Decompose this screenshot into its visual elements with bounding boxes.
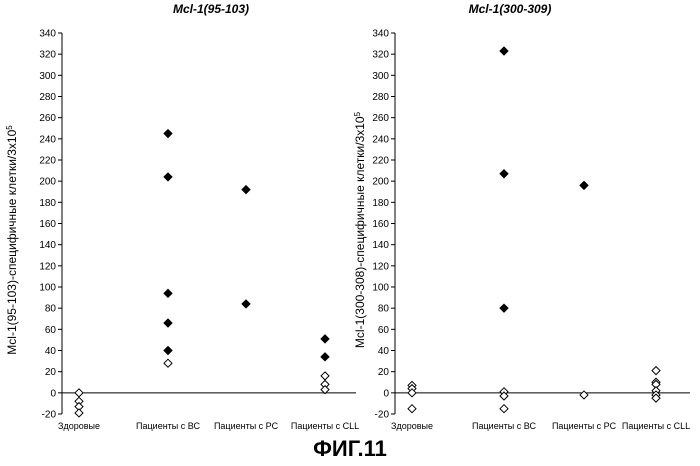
chart-panel-1: Mcl-1(95-103) -20 0 20 40 60 80 100 120 140 160 180… <box>5 2 360 431</box>
data-point <box>499 169 509 179</box>
y-tick-label: 60 <box>45 325 57 336</box>
data-point <box>320 334 330 344</box>
y-tick-label: 220 <box>372 156 389 167</box>
y-tick-label: 180 <box>39 198 56 209</box>
y-tick-label: -20 <box>375 410 390 421</box>
data-point <box>579 180 589 191</box>
y-tick-label: 340 <box>372 29 389 40</box>
y-tick-label: 240 <box>372 134 389 145</box>
data-point <box>241 184 251 195</box>
y-axis-label-superscript: 5 <box>5 125 14 130</box>
data-point <box>74 388 84 398</box>
y-tick-label: 120 <box>372 261 389 272</box>
y-tick-label: 320 <box>372 50 389 61</box>
y-tick-label: 0 <box>50 388 56 399</box>
y-tick-label: 220 <box>39 156 56 167</box>
y-tick-label: 260 <box>39 113 56 124</box>
y-tick-label: 240 <box>39 134 56 145</box>
y-tick-label: 200 <box>372 177 389 188</box>
data-point <box>407 404 417 414</box>
y-tick-label: 60 <box>378 325 390 336</box>
x-category-label: Пациенты с CLL <box>622 421 690 431</box>
x-category-label: Пациенты с РС <box>552 421 617 431</box>
data-point <box>651 393 661 403</box>
data-point <box>499 391 509 401</box>
y-tick-label: 320 <box>39 50 56 61</box>
data-point <box>74 408 84 418</box>
y-tick-label: 300 <box>39 71 56 82</box>
data-point <box>320 371 330 381</box>
chart-title: Mcl-1(300-309) <box>469 2 552 16</box>
data-point <box>241 299 251 309</box>
y-tick-label: 300 <box>372 71 389 82</box>
data-point <box>407 388 417 398</box>
data-point <box>163 288 173 299</box>
y-tick-label: 260 <box>372 113 389 124</box>
y-tick-label: 120 <box>39 261 56 272</box>
data-point <box>163 128 173 139</box>
y-tick-label: 40 <box>45 346 57 357</box>
y-tick-label: -20 <box>42 410 57 421</box>
y-tick-label: 140 <box>39 240 56 251</box>
x-category-label: Пациенты с ВС <box>472 421 536 431</box>
data-point <box>651 365 661 376</box>
chart-panel-2: Mcl-1(300-309) -20 0 20 40 60 80 100 120 140 160 18… <box>353 2 691 431</box>
y-tick-label: 40 <box>378 346 390 357</box>
figure-caption: ФИГ.11 <box>313 436 387 461</box>
y-axis-label: Mcl-1(300-308)-специфичные клетки/3x105 <box>353 111 368 348</box>
y-tick-label: 280 <box>39 92 56 103</box>
x-category-label: Пациенты с CLL <box>291 421 359 431</box>
y-tick-label: 20 <box>378 367 390 378</box>
chart-title: Mcl-1(95-103) <box>173 2 249 16</box>
data-point <box>320 384 330 395</box>
y-tick-label: 160 <box>372 219 389 230</box>
data-point <box>163 172 173 182</box>
data-point <box>163 358 173 368</box>
y-tick-label: 0 <box>383 388 389 399</box>
y-tick-label: 180 <box>372 198 389 209</box>
x-category-label: Здоровые <box>58 421 100 431</box>
y-tick-label: 160 <box>39 219 56 230</box>
y-tick-label: 80 <box>45 304 57 315</box>
y-tick-label: 80 <box>378 304 390 315</box>
x-category-label: Здоровые <box>391 421 433 431</box>
data-point <box>579 390 589 400</box>
y-axis-label: Mcl-1(95-103)-специфичные клетки/3x105 <box>5 125 20 355</box>
y-tick-label: 100 <box>39 283 56 294</box>
y-tick-label: 340 <box>39 29 56 40</box>
y-tick-label: 280 <box>372 92 389 103</box>
data-point <box>163 345 173 356</box>
y-tick-label: 200 <box>39 177 56 188</box>
y-tick-label: 20 <box>45 367 57 378</box>
y-tick-label: 140 <box>372 240 389 251</box>
y-tick-label: 100 <box>372 283 389 294</box>
x-category-label: Пациенты с РС <box>214 421 279 431</box>
data-point <box>320 352 330 362</box>
data-point <box>163 318 173 328</box>
data-point <box>499 46 509 56</box>
y-axis-label-superscript: 5 <box>353 111 362 116</box>
data-point <box>499 404 509 414</box>
data-point <box>499 303 509 313</box>
x-category-label: Пациенты с ВС <box>136 421 200 431</box>
